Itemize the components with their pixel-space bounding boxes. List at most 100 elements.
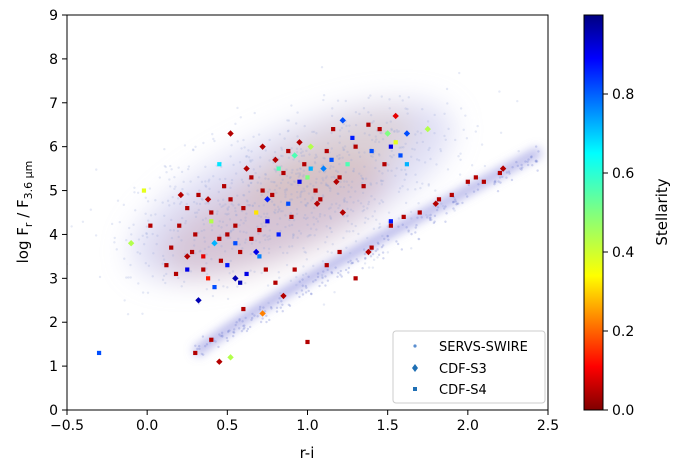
servs-swire-point xyxy=(235,321,238,324)
servs-swire-point xyxy=(325,183,329,187)
servs-swire-point xyxy=(205,262,208,265)
servs-swire-point xyxy=(231,247,234,250)
servs-swire-point xyxy=(232,163,235,167)
servs-swire-point xyxy=(344,99,348,103)
servs-swire-point xyxy=(220,331,224,335)
x-tick-label: 0.0 xyxy=(136,418,158,434)
servs-swire-point xyxy=(508,172,511,175)
servs-swire-point xyxy=(278,173,282,177)
servs-swire-point xyxy=(260,222,263,226)
servs-swire-point xyxy=(234,122,237,126)
servs-swire-point xyxy=(534,145,538,148)
servs-swire-point xyxy=(401,185,404,188)
servs-swire-point xyxy=(417,237,420,241)
servs-swire-point xyxy=(464,114,467,117)
servs-swire-point xyxy=(192,244,196,247)
servs-swire-point xyxy=(217,190,221,194)
servs-swire-point xyxy=(330,230,333,234)
servs-swire-point xyxy=(237,203,241,206)
servs-swire-point xyxy=(279,200,283,204)
servs-swire-point xyxy=(499,131,503,135)
legend-label: CDF-S4 xyxy=(439,383,487,398)
cdf-s4-point xyxy=(241,306,246,312)
servs-swire-point xyxy=(373,149,376,153)
cdf-s4-point xyxy=(254,210,259,215)
cdf-s4-point xyxy=(265,219,270,224)
cdf-s4-point xyxy=(417,210,422,215)
servs-swire-point xyxy=(264,234,267,237)
servs-swire-point xyxy=(211,294,215,298)
servs-swire-point xyxy=(374,166,377,170)
servs-swire-point xyxy=(326,279,330,282)
servs-swire-point xyxy=(239,116,242,119)
servs-swire-point xyxy=(443,134,446,138)
servs-swire-point xyxy=(226,339,229,343)
servs-swire-point xyxy=(294,172,298,176)
servs-swire-point xyxy=(378,222,381,225)
servs-swire-point xyxy=(306,201,309,205)
servs-swire-point xyxy=(380,199,383,202)
servs-swire-point xyxy=(267,247,271,251)
y-tick-label: 4 xyxy=(49,227,58,243)
servs-swire-point xyxy=(201,353,205,356)
servs-swire-point xyxy=(380,183,384,186)
servs-swire-point xyxy=(278,297,281,300)
servs-swire-point xyxy=(223,233,226,237)
servs-swire-point xyxy=(330,131,333,135)
servs-swire-point xyxy=(510,178,514,182)
servs-swire-point xyxy=(346,150,349,154)
cdf-s3-point xyxy=(424,125,431,133)
servs-swire-point xyxy=(222,285,225,288)
servs-swire-point xyxy=(238,319,241,322)
servs-swire-point xyxy=(218,178,222,181)
servs-swire-point xyxy=(250,242,254,245)
servs-swire-point xyxy=(361,177,365,181)
cdf-s3-point xyxy=(184,253,191,260)
servs-swire-point xyxy=(413,148,416,151)
servs-swire-point xyxy=(224,177,227,181)
servs-swire-point xyxy=(273,188,277,192)
cdf-s3-point xyxy=(333,178,340,185)
servs-swire-point xyxy=(161,254,165,258)
servs-swire-point xyxy=(281,303,284,306)
servs-swire-point xyxy=(278,133,282,136)
servs-swire-point xyxy=(346,220,350,223)
servs-swire-point xyxy=(218,333,221,336)
servs-swire-point xyxy=(205,287,209,291)
servs-swire-point xyxy=(341,146,345,149)
servs-swire-point xyxy=(264,224,267,228)
cdf-s4-point xyxy=(148,223,153,228)
servs-swire-point xyxy=(205,253,208,256)
cdf-s4-point xyxy=(286,148,291,154)
servs-swire-point xyxy=(295,283,298,287)
servs-swire-point xyxy=(251,204,254,208)
servs-swire-point xyxy=(458,71,461,75)
servs-swire-point xyxy=(269,305,273,309)
servs-swire-point xyxy=(284,195,287,199)
servs-swire-point xyxy=(379,131,382,135)
servs-swire-point xyxy=(278,207,281,211)
x-tick-label: 1.0 xyxy=(296,418,318,434)
servs-swire-point xyxy=(280,146,283,149)
servs-swire-point xyxy=(268,138,271,142)
cdf-s3-point xyxy=(227,130,234,137)
cdf-s3-point xyxy=(227,354,234,361)
servs-swire-point xyxy=(297,229,301,233)
cdf-s4-point xyxy=(305,339,310,345)
servs-swire-point xyxy=(361,209,364,213)
servs-swire-point xyxy=(347,266,351,270)
servs-swire-point xyxy=(307,289,310,293)
servs-swire-point xyxy=(180,285,183,288)
servs-swire-point xyxy=(347,190,350,193)
servs-swire-point xyxy=(444,205,447,208)
servs-swire-point xyxy=(343,180,346,183)
legend-marker-dot xyxy=(413,344,417,348)
servs-swire-point xyxy=(305,258,309,261)
x-tick-label: 0.5 xyxy=(216,418,238,434)
servs-swire-point xyxy=(334,266,337,269)
servs-swire-point xyxy=(459,152,462,155)
servs-swire-point xyxy=(231,270,235,273)
cdf-s4-point xyxy=(238,280,243,285)
servs-swire-point xyxy=(257,176,261,179)
